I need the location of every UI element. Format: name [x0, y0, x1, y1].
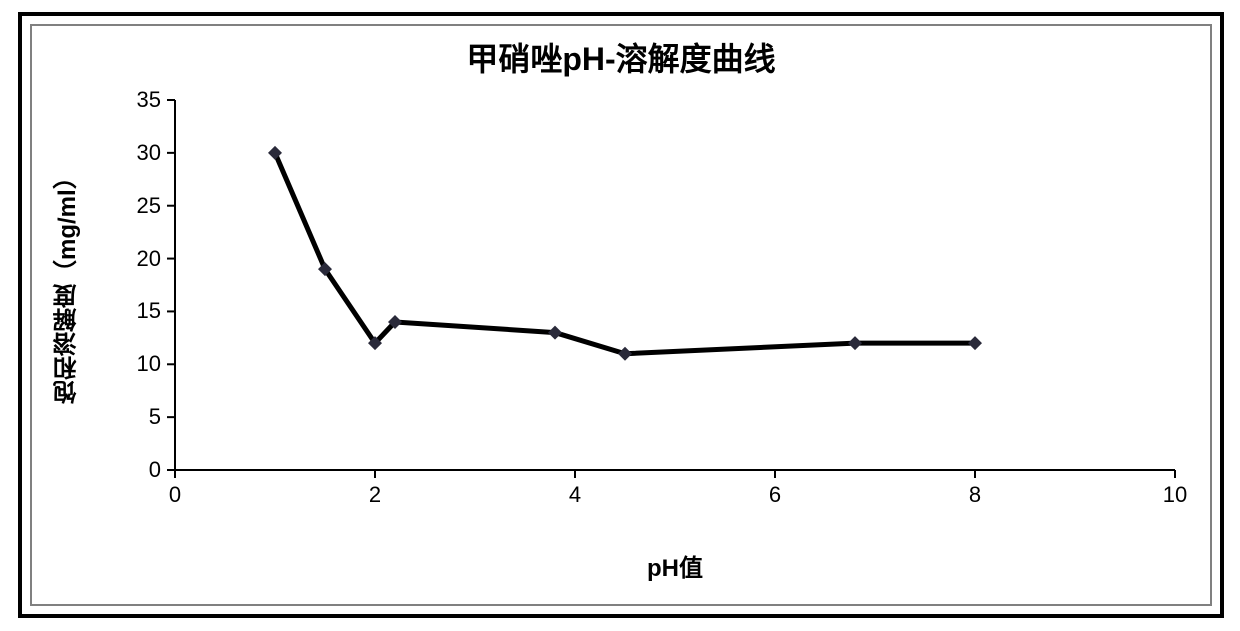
chart-svg: [155, 80, 1195, 490]
x-axis-title: pH值: [175, 548, 1175, 583]
x-tick-label: 8: [955, 482, 995, 508]
y-tick-label: 25: [117, 193, 161, 219]
data-marker: [618, 347, 632, 361]
y-tick-label: 0: [117, 457, 161, 483]
y-tick-label: 30: [117, 140, 161, 166]
data-line: [275, 153, 975, 354]
data-marker: [968, 336, 982, 350]
y-tick-label: 5: [117, 404, 161, 430]
y-tick-label: 15: [117, 298, 161, 324]
data-marker: [848, 336, 862, 350]
y-tick-label: 20: [117, 246, 161, 272]
x-tick-label: 10: [1155, 482, 1195, 508]
data-marker: [548, 326, 562, 340]
plot-area: [175, 100, 1175, 470]
y-axis-title: 饱和溶解度（mg/ml）: [55, 100, 81, 470]
y-tick-label: 35: [117, 87, 161, 113]
data-marker: [268, 146, 282, 160]
x-tick-label: 4: [555, 482, 595, 508]
x-tick-label: 6: [755, 482, 795, 508]
x-tick-label: 0: [155, 482, 195, 508]
x-tick-label: 2: [355, 482, 395, 508]
y-tick-label: 10: [117, 351, 161, 377]
chart-title: 甲硝唑pH-溶解度曲线: [30, 34, 1212, 80]
